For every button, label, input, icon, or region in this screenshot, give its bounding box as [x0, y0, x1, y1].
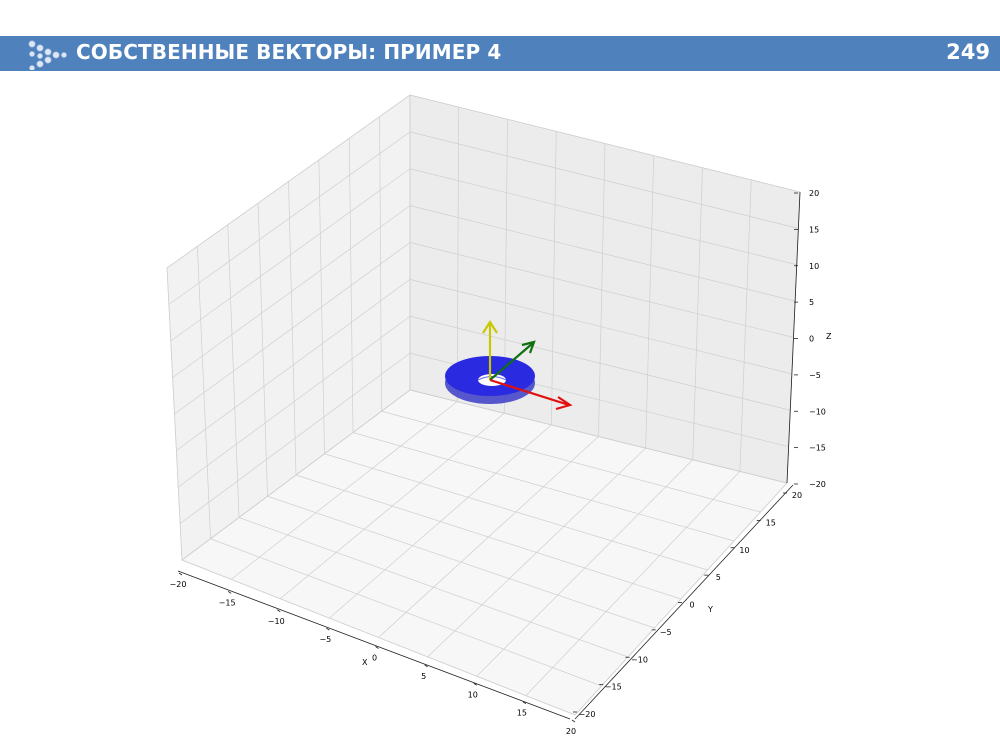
y-tick-label: −20 [579, 710, 596, 719]
back-gridline [409, 205, 796, 302]
page-number: 249 [946, 40, 990, 64]
chevron-logo-icon [28, 40, 67, 70]
x-axis-label: X [362, 658, 368, 667]
y-axis-label: Y [707, 605, 713, 614]
left-gridline [174, 242, 411, 415]
left-gridline [172, 205, 411, 378]
slide-header: СОБСТВЕННЫЕ ВЕКТОРЫ: ПРИМЕР 4 249 [0, 36, 1000, 71]
y-axis-ticks: −20 −15 −10 −5 0 5 10 15 20 [573, 491, 802, 719]
x-tick-label: −10 [268, 617, 285, 626]
x-tick-label: 20 [566, 727, 576, 736]
z-tick-label: −20 [809, 480, 826, 489]
x-axis-ticks: −20 −15 −10 −5 0 5 10 15 20 [170, 572, 576, 736]
floor-gridline [238, 517, 629, 658]
floor-gridline [210, 538, 602, 687]
z-tick-label: 5 [809, 298, 814, 307]
floor-gridline [427, 447, 646, 658]
y-tick-label: −15 [605, 683, 622, 692]
floor-gridline [295, 474, 682, 600]
z-tick-label: 15 [809, 225, 819, 234]
gridlines [166, 94, 801, 716]
back-gridline [739, 179, 752, 472]
y-tick-label: −10 [631, 655, 648, 664]
y-tick-label: 0 [689, 601, 694, 610]
eigenvector-y [489, 340, 536, 381]
y-tick-label: 20 [792, 491, 802, 500]
x-tick-mark [571, 719, 576, 723]
floor-gridline [181, 559, 576, 716]
z-tick-label: 0 [809, 335, 814, 344]
eigenvector-z [482, 319, 498, 380]
floor-gridline [267, 495, 655, 629]
axis-lines [177, 191, 801, 720]
left-gridline [168, 131, 411, 305]
x-tick-mark [227, 591, 232, 594]
x-tick-label: −5 [319, 635, 331, 644]
back-gridline [692, 167, 703, 460]
x-tick-mark [424, 664, 428, 668]
x-tick-mark [473, 682, 477, 686]
x-tick-label: −20 [170, 580, 187, 589]
eigenvector-x [489, 378, 573, 411]
x-tick-label: 5 [421, 672, 426, 681]
back-gridline [409, 168, 797, 266]
x-tick-mark [277, 609, 281, 613]
z-axis-ticks: −20 −15 −10 −5 0 5 10 15 20 [794, 189, 826, 489]
z-tick-label: −15 [809, 444, 826, 453]
floor-gridline [574, 482, 788, 716]
left-gridline [379, 116, 382, 412]
x-tick-label: 10 [468, 690, 478, 699]
slide-title: СОБСТВЕННЫЕ ВЕКТОРЫ: ПРИМЕР 4 [76, 40, 502, 64]
back-gridline [409, 131, 799, 229]
left-gridline [166, 94, 411, 269]
floor-gridline [525, 471, 741, 696]
z-tick-label: −10 [809, 407, 826, 416]
y-tick-label: −5 [660, 628, 672, 637]
y-tick-label: 15 [766, 518, 776, 527]
z-tick-label: −5 [809, 371, 821, 380]
left-gridline [348, 138, 354, 433]
z-axis-label: Z [826, 332, 832, 341]
z-tick-label: 20 [809, 189, 819, 198]
x-tick-label: 15 [517, 709, 527, 718]
x-tick-mark [326, 627, 330, 631]
y-tick-label: 5 [716, 573, 721, 582]
left-gridline [318, 159, 325, 454]
x-tick-label: −15 [219, 598, 236, 607]
back-gridline [645, 155, 655, 449]
y-tick-label: 10 [739, 546, 749, 555]
x-tick-mark [178, 572, 183, 576]
x-tick-label: 0 [372, 654, 377, 663]
back-gridline [409, 94, 801, 193]
back-gridline [409, 242, 794, 338]
x-tick-mark [375, 646, 379, 649]
floor-gridline [476, 459, 693, 677]
x-tick-mark [522, 701, 527, 704]
left-gridline [170, 168, 411, 342]
z-tick-label: 10 [809, 262, 819, 271]
